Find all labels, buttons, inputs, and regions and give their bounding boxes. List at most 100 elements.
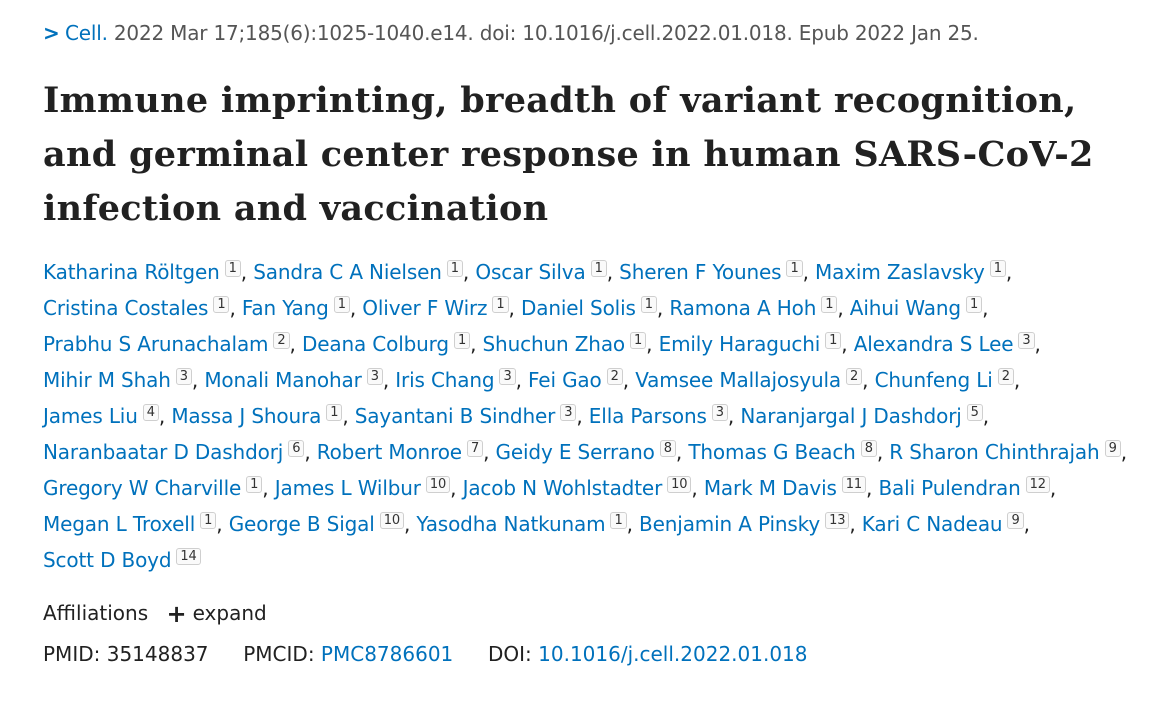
author-name-link[interactable]: Gregory W Charville (43, 476, 242, 500)
affiliation-number-link[interactable]: 2 (846, 368, 863, 385)
affiliation-number-link[interactable]: 1 (630, 332, 647, 349)
author-name-link[interactable]: Katharina Röltgen (43, 260, 220, 284)
affiliation-number-link[interactable]: 14 (176, 548, 201, 565)
author-name-link[interactable]: Mark M Davis (703, 476, 837, 500)
affiliation-number-link[interactable]: 1 (224, 260, 241, 277)
author-name-link[interactable]: Deana Colburg (301, 332, 449, 356)
affiliation-number-link[interactable]: 1 (989, 260, 1006, 277)
author-name-link[interactable]: Yasodha Natkunam (416, 512, 606, 536)
author-item: R Sharon Chinthrajah 9, (889, 440, 1127, 464)
affiliation-number-link[interactable]: 1 (821, 296, 838, 313)
affiliation-number-link[interactable]: 1 (326, 404, 343, 421)
affiliation-number-link[interactable]: 10 (425, 476, 451, 493)
affiliation-number-link[interactable]: 3 (1018, 332, 1035, 349)
author-name-link[interactable]: Mihir M Shah (43, 368, 171, 392)
author-name-link[interactable]: Sandra C A Nielsen (253, 260, 442, 284)
author-name-link[interactable]: Thomas G Beach (688, 440, 856, 464)
affiliation-number-link[interactable]: 9 (1007, 512, 1024, 529)
affiliation-number-link[interactable]: 1 (246, 476, 263, 493)
author-name-link[interactable]: Sheren F Younes (619, 260, 782, 284)
expand-affiliations-button[interactable]: + expand (166, 600, 266, 628)
affiliation-number-link[interactable]: 1 (786, 260, 803, 277)
author-name-link[interactable]: Oliver F Wirz (362, 296, 488, 320)
affiliation-number-link[interactable]: 3 (499, 368, 516, 385)
author-separator: , (576, 404, 583, 428)
pmcid-link[interactable]: PMC8786601 (320, 642, 454, 666)
author-name-link[interactable]: Naranbaatar D Dashdorj (43, 440, 284, 464)
affiliation-number-link[interactable]: 10 (379, 512, 404, 529)
author-name-link[interactable]: Scott D Boyd (43, 548, 172, 572)
author-name-link[interactable]: Maxim Zaslavsky (815, 260, 985, 284)
author-item: Robert Monroe 7, (316, 440, 489, 464)
author-name-link[interactable]: Alexandra S Lee (853, 332, 1014, 356)
affiliation-number-link[interactable]: 8 (659, 440, 676, 457)
affiliation-number-link[interactable]: 1 (492, 296, 509, 313)
affiliation-number-link[interactable]: 10 (667, 476, 692, 493)
affiliation-number-link[interactable]: 3 (711, 404, 728, 421)
author-name-link[interactable]: Cristina Costales (43, 296, 209, 320)
author-item: Alexandra S Lee 3, (854, 332, 1041, 356)
author-name-link[interactable]: Benjamin A Pinsky (639, 512, 821, 536)
author-name-link[interactable]: Ramona A Hoh (669, 296, 817, 320)
affiliation-number-link[interactable]: 3 (560, 404, 577, 421)
author-name-link[interactable]: Ella Parsons (588, 404, 707, 428)
affiliation-number-link[interactable]: 5 (966, 404, 983, 421)
affiliation-number-link[interactable]: 1 (825, 332, 842, 349)
affiliation-number-link[interactable]: 1 (590, 260, 607, 277)
author-name-link[interactable]: Sayantani B Sindher (354, 404, 556, 428)
affiliation-number-link[interactable]: 2 (997, 368, 1014, 385)
author-name-link[interactable]: George B Sigal (228, 512, 375, 536)
author-name-link[interactable]: Geidy E Serrano (495, 440, 655, 464)
affiliation-number-link[interactable]: 1 (446, 260, 463, 277)
author-name-link[interactable]: Iris Chang (395, 368, 495, 392)
author-name-link[interactable]: Massa J Shoura (171, 404, 322, 428)
affiliation-number-link[interactable]: 1 (333, 296, 350, 313)
affiliation-number-link[interactable]: 1 (640, 296, 657, 313)
affiliation-number-link[interactable]: 3 (366, 368, 383, 385)
chevron-right-icon[interactable]: > (43, 21, 60, 45)
author-name-link[interactable]: Oscar Silva (475, 260, 586, 284)
article-header: > Cell. 2022 Mar 17;185(6):1025-1040.e14.… (43, 21, 1127, 666)
author-name-link[interactable]: Monali Manohar (204, 368, 362, 392)
affiliation-number-link[interactable]: 2 (606, 368, 623, 385)
author-separator: , (1005, 260, 1013, 284)
author-name-link[interactable]: Naranjargal J Dashdorj (740, 404, 962, 428)
author-name-link[interactable]: Daniel Solis (520, 296, 636, 320)
author-name-link[interactable]: Fan Yang (241, 296, 329, 320)
author-name-link[interactable]: James L Wilbur (274, 476, 421, 500)
author-name-link[interactable]: Kari C Nadeau (861, 512, 1003, 536)
affiliation-number-link[interactable]: 1 (453, 332, 471, 349)
affiliation-number-link[interactable]: 1 (200, 512, 217, 529)
author-name-link[interactable]: Emily Haraguchi (658, 332, 821, 356)
journal-link[interactable]: Cell. (65, 21, 108, 45)
author-name-link[interactable]: Robert Monroe (316, 440, 462, 464)
author-name-link[interactable]: Vamsee Mallajosyula (635, 368, 842, 392)
author-name-link[interactable]: James Liu (43, 404, 138, 428)
affiliation-number-link[interactable]: 6 (288, 440, 305, 457)
author-name-link[interactable]: Jacob N Wohlstadter (462, 476, 663, 500)
author-name-link[interactable]: Bali Pulendran (878, 476, 1021, 500)
author-name-link[interactable]: Prabhu S Arunachalam (43, 332, 269, 356)
doi-link[interactable]: 10.1016/j.cell.2022.01.018 (538, 642, 808, 666)
affiliation-number-link[interactable]: 3 (175, 368, 192, 385)
affiliation-number-link[interactable]: 1 (213, 296, 230, 313)
author-separator: , (158, 404, 166, 428)
affiliation-number-link[interactable]: 9 (1104, 440, 1121, 457)
affiliation-number-link[interactable]: 8 (860, 440, 877, 457)
author-name-link[interactable]: Megan L Troxell (43, 512, 196, 536)
affiliation-number-link[interactable]: 1 (965, 296, 983, 313)
affiliation-number-link[interactable]: 1 (610, 512, 627, 529)
author-name-link[interactable]: Aihui Wang (849, 296, 961, 320)
author-separator: , (1023, 512, 1030, 536)
author-name-link[interactable]: Shuchun Zhao (482, 332, 626, 356)
pmid-value: 35148837 (106, 642, 209, 666)
author-name-link[interactable]: Chunfeng Li (874, 368, 993, 392)
affiliation-number-link[interactable]: 7 (466, 440, 484, 457)
author-name-link[interactable]: R Sharon Chinthrajah (889, 440, 1100, 464)
author-name-link[interactable]: Fei Gao (528, 368, 602, 392)
affiliation-number-link[interactable]: 11 (841, 476, 867, 493)
affiliation-number-link[interactable]: 2 (273, 332, 290, 349)
affiliation-number-link[interactable]: 4 (142, 404, 159, 421)
affiliation-number-link[interactable]: 13 (825, 512, 850, 529)
affiliation-number-link[interactable]: 12 (1025, 476, 1050, 493)
